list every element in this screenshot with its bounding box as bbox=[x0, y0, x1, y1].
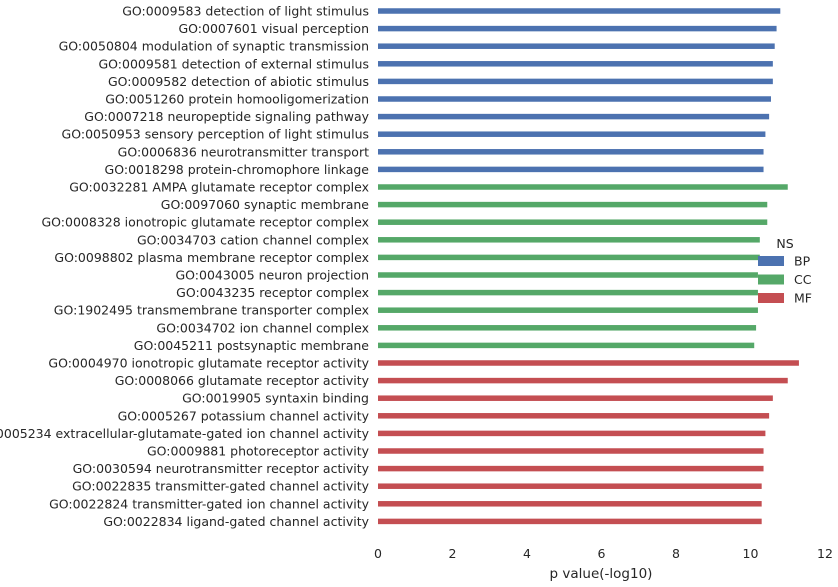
legend-swatch-bp bbox=[758, 256, 784, 266]
bar-go-0022824 bbox=[378, 501, 762, 507]
bar-go-0006836 bbox=[378, 149, 764, 155]
category-label: GO:0008066 glutamate receptor activity bbox=[115, 373, 370, 388]
category-label: GO:0019905 syntaxin binding bbox=[182, 391, 369, 406]
category-label: GO:0022834 ligand-gated channel activity bbox=[103, 514, 369, 529]
legend: NS BP CC MF bbox=[758, 236, 812, 306]
bar-go-0007218 bbox=[378, 113, 770, 120]
bar-go-0007601 bbox=[378, 25, 777, 32]
bar-go-0098802 bbox=[378, 254, 760, 261]
category-label: GO:0098802 plasma membrane receptor comp… bbox=[54, 250, 369, 265]
bar-go-0030594 bbox=[378, 465, 764, 472]
category-label: GO:0034703 cation channel complex bbox=[137, 232, 369, 247]
category-label: GO:0005234 extracellular-glutamate-gated… bbox=[0, 426, 370, 441]
bar-go-0045211 bbox=[378, 342, 755, 349]
category-label: GO:0006836 neurotransmitter transport bbox=[118, 144, 369, 159]
category-label: GO:0004970 ionotropic glutamate receptor… bbox=[48, 356, 369, 371]
x-tick-label: 6 bbox=[598, 546, 606, 561]
bar-go-0022834 bbox=[378, 518, 762, 525]
category-label: GO:0022824 transmitter-gated ion channel… bbox=[49, 496, 370, 511]
category-label: GO:0043005 neuron projection bbox=[175, 268, 369, 283]
bar-go-0097060 bbox=[378, 201, 768, 208]
category-label: GO:0018298 protein-chromophore linkage bbox=[105, 162, 370, 177]
category-label: GO:0009582 detection of abiotic stimulus bbox=[108, 74, 369, 89]
bar-go-0034703 bbox=[378, 237, 760, 243]
bar-go-0034702 bbox=[378, 325, 757, 331]
category-label: GO:0007218 neuropeptide signaling pathwa… bbox=[84, 109, 369, 124]
bar-go-0009581 bbox=[378, 61, 773, 67]
bar-go-1902495 bbox=[378, 307, 758, 313]
legend-label-bp: BP bbox=[794, 254, 811, 269]
legend-swatch-cc bbox=[758, 274, 784, 285]
bar-go-0018298 bbox=[378, 166, 764, 173]
bar-go-0043005 bbox=[378, 272, 758, 278]
bar-go-0051260 bbox=[378, 96, 771, 102]
category-label: GO:0051260 protein homooligomerization bbox=[105, 92, 369, 107]
category-label: GO:0009583 detection of light stimulus bbox=[122, 4, 369, 19]
category-label: GO:0050804 modulation of synaptic transm… bbox=[59, 39, 369, 54]
bar-go-0043235 bbox=[378, 289, 758, 296]
bar-go-0009881 bbox=[378, 448, 764, 454]
bar-go-0050804 bbox=[378, 43, 775, 49]
category-label: GO:0022835 transmitter-gated channel act… bbox=[72, 479, 369, 494]
legend-label-cc: CC bbox=[794, 272, 812, 287]
bar-go-0022835 bbox=[378, 483, 762, 489]
category-label: GO:0045211 postsynaptic membrane bbox=[134, 338, 370, 353]
bar-go-0009583 bbox=[378, 8, 781, 14]
category-label: GO:0032281 AMPA glutamate receptor compl… bbox=[69, 180, 369, 195]
bar-go-0005267 bbox=[378, 413, 770, 419]
category-label: GO:0050953 sensory perception of light s… bbox=[62, 127, 369, 142]
bar-go-0005234 bbox=[378, 430, 766, 437]
category-label: GO:0097060 synaptic membrane bbox=[161, 197, 370, 212]
bar-go-0008328 bbox=[378, 219, 768, 225]
category-label: GO:0009581 detection of external stimulu… bbox=[99, 56, 370, 71]
category-label: GO:0005267 potassium channel activity bbox=[118, 408, 370, 423]
category-labels-layer: GO:0009583 detection of light stimulus GO… bbox=[0, 4, 370, 529]
x-tick-label: 8 bbox=[672, 546, 680, 561]
category-label: GO:1902495 transmembrane transporter com… bbox=[54, 303, 369, 318]
x-axis-ticks-layer: 0 2 4 6 8 10 12 bbox=[374, 546, 833, 561]
legend-label-mf: MF bbox=[794, 291, 812, 306]
bars-layer bbox=[378, 8, 799, 525]
x-tick-label: 0 bbox=[374, 546, 382, 561]
x-tick-label: 4 bbox=[523, 546, 531, 561]
bar-go-0032281 bbox=[378, 184, 788, 190]
category-label: GO:0043235 receptor complex bbox=[176, 285, 369, 300]
category-label: GO:0030594 neurotransmitter receptor act… bbox=[73, 461, 370, 476]
bar-go-0019905 bbox=[378, 395, 773, 401]
category-label: GO:0009881 photoreceptor activity bbox=[147, 444, 370, 459]
bar-go-0008066 bbox=[378, 377, 788, 384]
bar-go-0050953 bbox=[378, 131, 766, 137]
x-axis-label: p value(-log10) bbox=[550, 566, 653, 582]
legend-title: NS bbox=[776, 236, 793, 251]
legend-swatch-mf bbox=[758, 293, 784, 303]
category-label: GO:0008328 ionotropic glutamate receptor… bbox=[42, 215, 370, 230]
x-tick-label: 2 bbox=[449, 546, 457, 561]
category-label: GO:0007601 visual perception bbox=[178, 21, 369, 36]
bar-go-0004970 bbox=[378, 360, 799, 366]
bar-go-0009582 bbox=[378, 78, 773, 85]
x-tick-label: 12 bbox=[817, 546, 833, 561]
x-tick-label: 10 bbox=[743, 546, 759, 561]
category-label: GO:0034702 ion channel complex bbox=[156, 320, 369, 335]
